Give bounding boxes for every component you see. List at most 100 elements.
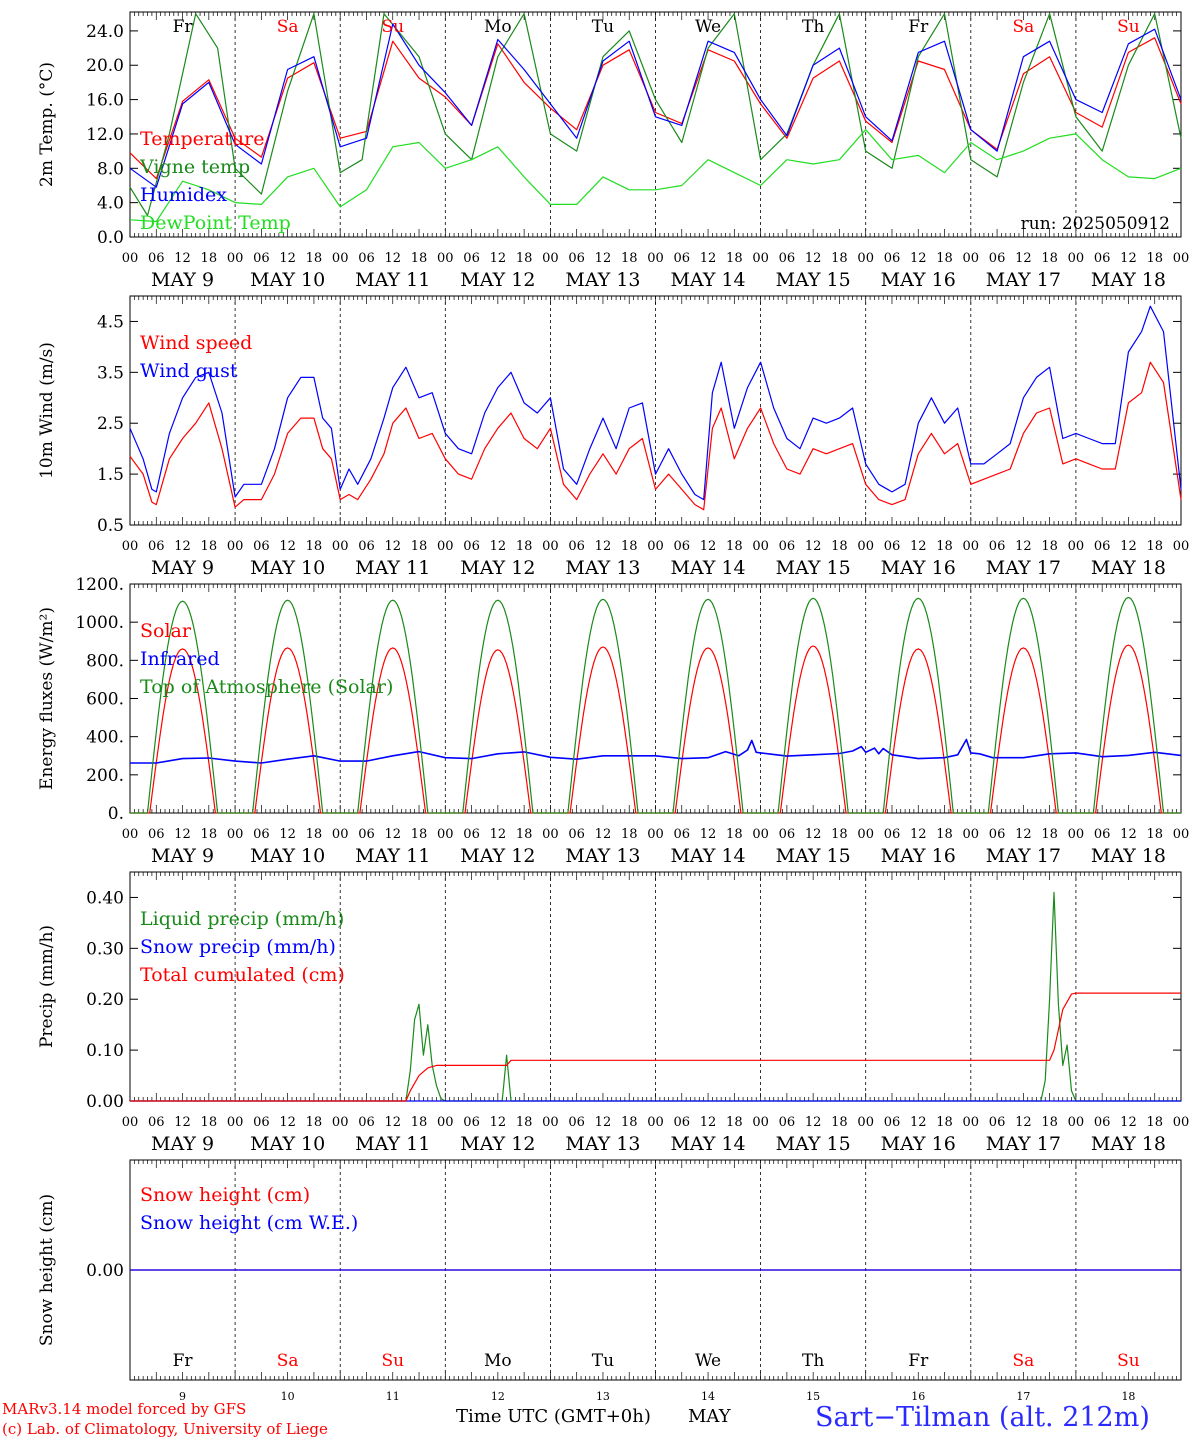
hour-tick-label: 12 (384, 1115, 401, 1130)
hour-labels: 00 06 12 18 00 06 12 18 00 06 12 18 00 06 12 18 00 06 12 18… (122, 539, 1190, 554)
day-of-week-label: Tu (592, 1351, 614, 1371)
day-number-label: 12 (491, 1390, 505, 1403)
hour-tick-label: 12 (805, 827, 822, 842)
day-number-label: 13 (596, 1390, 610, 1403)
y-tick-label: 0.10 (86, 1041, 124, 1061)
hour-tick-label: 06 (674, 827, 691, 842)
day-date-label: MAY 16 (881, 845, 956, 867)
day-date-label: MAY 11 (355, 269, 430, 291)
day-date-label: MAY 16 (881, 557, 956, 579)
hour-tick-label: 18 (936, 539, 953, 554)
y-tick-label: 1200. (75, 575, 124, 595)
hour-tick-label: 00 (752, 827, 769, 842)
hour-tick-label: 12 (910, 827, 927, 842)
hour-tick-label: 12 (805, 1115, 822, 1130)
hour-tick-label: 18 (411, 251, 428, 266)
hour-tick-label: 00 (963, 251, 980, 266)
hour-tick-label: 18 (306, 827, 323, 842)
legend-entry: Snow precip (mm/h) (140, 936, 336, 958)
hour-tick-label: 06 (358, 251, 375, 266)
hour-tick-label: 18 (201, 1115, 218, 1130)
hour-tick-label: 00 (857, 539, 874, 554)
hour-tick-label: 18 (1146, 539, 1163, 554)
y-tick-label: 0.30 (86, 939, 124, 959)
hour-tick-label: 12 (1015, 1115, 1032, 1130)
plot-frame (129, 11, 1182, 238)
day-date-label: MAY 12 (460, 1133, 535, 1155)
y-tick-label: 16.0 (86, 91, 124, 111)
hour-tick-label: 18 (1146, 827, 1163, 842)
day-date-label: MAY 13 (565, 845, 640, 867)
hour-ticks (129, 1160, 1182, 1380)
hour-tick-label: 12 (279, 1115, 296, 1130)
day-date-label: MAY 9 (151, 845, 214, 867)
hour-tick-label: 12 (384, 539, 401, 554)
day-date-label: MAY 18 (1091, 557, 1166, 579)
hour-tick-label: 12 (1120, 251, 1137, 266)
hour-tick-label: 06 (884, 539, 901, 554)
hour-tick-label: 00 (437, 1115, 454, 1130)
day-number-label: 18 (1121, 1390, 1135, 1403)
panel-snow: 0.00 Snow height (cm) Snow height (cm) Snow… (37, 1159, 1182, 1403)
hour-tick-label: 00 (1173, 251, 1190, 266)
panel-temp: 0.0 4.0 8.0 12.0 16.0 20.0 24.0 2m Temp. (°C) Te… (37, 11, 1190, 291)
day-number-label: 14 (701, 1390, 715, 1403)
hour-tick-label: 18 (726, 827, 743, 842)
day-date-label: MAY 18 (1091, 845, 1166, 867)
hour-tick-label: 12 (174, 539, 191, 554)
hour-tick-label: 18 (1146, 1115, 1163, 1130)
hour-tick-label: 12 (490, 1115, 507, 1130)
hour-tick-label: 12 (1120, 1115, 1137, 1130)
hour-tick-label: 06 (253, 539, 270, 554)
legend-entry: Solar (140, 620, 192, 642)
copyright-credit: (c) Lab. of Climatology, University of L… (2, 1420, 328, 1438)
hour-tick-label: 12 (1120, 827, 1137, 842)
hour-tick-label: 18 (831, 539, 848, 554)
hour-tick-label: 06 (989, 1115, 1006, 1130)
day-date-label: MAY 16 (881, 1133, 956, 1155)
day-date-label: MAY 13 (565, 1133, 640, 1155)
hour-tick-label: 06 (779, 1115, 796, 1130)
hour-tick-label: 18 (831, 251, 848, 266)
legend-entry: Wind gust (140, 360, 238, 382)
hour-tick-label: 00 (437, 827, 454, 842)
hour-tick-label: 00 (542, 251, 559, 266)
hour-tick-label: 00 (752, 1115, 769, 1130)
legend-entry: Snow height (cm) (140, 1184, 310, 1206)
y-axis-label: Snow height (cm) (37, 1194, 57, 1346)
hour-tick-label: 06 (568, 827, 585, 842)
hour-tick-label: 00 (647, 539, 664, 554)
hour-tick-label: 06 (989, 251, 1006, 266)
hour-tick-label: 18 (516, 1115, 533, 1130)
hour-tick-label: 18 (411, 539, 428, 554)
day-date-label: MAY 11 (355, 1133, 430, 1155)
hour-tick-label: 12 (910, 1115, 927, 1130)
y-tick-label: 0.00 (86, 1261, 124, 1281)
hour-tick-label: 12 (490, 539, 507, 554)
panel-wind: 0.5 1.5 2.5 3.5 4.5 10m Wind (m/s) Wind speed W… (37, 295, 1190, 579)
hour-tick-label: 18 (201, 539, 218, 554)
y-tick-label: 200. (86, 766, 124, 786)
hour-tick-label: 18 (726, 1115, 743, 1130)
day-of-week-label: Tu (592, 17, 614, 37)
hour-tick-label: 18 (201, 827, 218, 842)
hour-tick-label: 12 (279, 539, 296, 554)
y-tick-label: 4.0 (97, 194, 124, 214)
hour-tick-label: 06 (989, 827, 1006, 842)
y-tick-label: 0.00 (86, 1092, 124, 1112)
day-date-label: MAY 15 (776, 269, 851, 291)
hour-tick-label: 12 (490, 827, 507, 842)
hour-tick-label: 00 (647, 827, 664, 842)
hour-tick-label: 06 (674, 1115, 691, 1130)
hour-tick-label: 12 (805, 539, 822, 554)
hour-tick-label: 12 (910, 539, 927, 554)
day-number-label: 15 (806, 1390, 820, 1403)
hour-tick-label: 12 (174, 827, 191, 842)
day-date-label: MAY 15 (776, 845, 851, 867)
station-name: Sart−Tilman (alt. 212m) (815, 1402, 1150, 1433)
hour-tick-label: 18 (936, 827, 953, 842)
hour-tick-label: 18 (1146, 251, 1163, 266)
hour-tick-label: 18 (936, 1115, 953, 1130)
hour-tick-label: 06 (463, 1115, 480, 1130)
day-of-week-label: Sa (277, 17, 299, 37)
